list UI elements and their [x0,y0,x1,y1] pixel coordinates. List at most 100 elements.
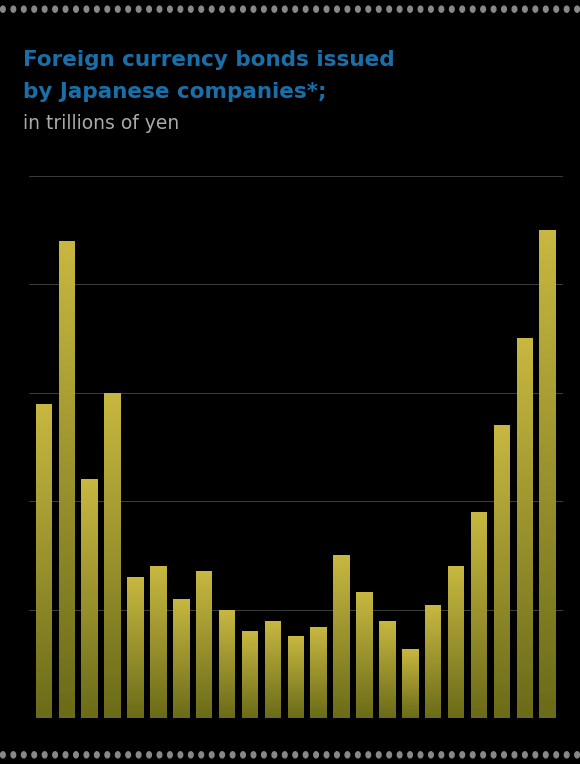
Bar [494,604,510,608]
Bar [539,413,556,419]
Bar [59,629,75,635]
Bar [127,690,144,691]
Bar [471,515,487,517]
Bar [104,649,121,653]
Bar [379,646,396,647]
Bar [104,665,121,669]
Bar [539,486,556,492]
Bar [494,469,510,473]
Bar [35,494,52,498]
Bar [196,659,212,661]
Bar [59,497,75,503]
Bar [494,565,510,568]
Bar [288,662,304,664]
Bar [494,623,510,626]
Bar [379,656,396,657]
Bar [494,561,510,565]
Bar [494,553,510,557]
Bar [356,677,373,679]
Bar [242,661,258,662]
Bar [334,582,350,584]
Bar [127,683,144,685]
Bar [35,486,52,490]
Bar [81,635,98,638]
Bar [334,663,350,665]
Bar [150,639,166,640]
Bar [334,690,350,691]
Bar [219,648,235,649]
Bar [310,676,327,677]
Bar [356,665,373,666]
Bar [173,671,190,672]
Bar [494,458,510,462]
Bar [242,717,258,718]
Bar [219,676,235,678]
Bar [242,651,258,652]
Bar [539,663,556,669]
Bar [494,568,510,571]
Bar [35,675,52,679]
Bar [539,645,556,651]
Bar [425,659,441,660]
Bar [242,705,258,706]
Bar [448,581,465,584]
Bar [264,623,281,624]
Bar [539,358,556,364]
Bar [356,660,373,662]
Bar [288,660,304,662]
Bar [539,407,556,413]
Bar [402,663,419,665]
Bar [471,659,487,662]
Bar [219,679,235,680]
Bar [448,699,465,701]
Bar [517,685,533,690]
Bar [59,581,75,587]
Bar [104,474,121,478]
Bar [173,696,190,698]
Bar [59,635,75,640]
Bar [517,600,533,604]
Bar [104,527,121,531]
Bar [150,652,166,654]
Bar [264,696,281,698]
Bar [127,688,144,690]
Bar [81,551,98,554]
Bar [310,665,327,667]
Bar [539,553,556,559]
Bar [242,643,258,644]
Bar [127,681,144,683]
Bar [448,598,465,601]
Bar [264,649,281,650]
Bar [81,599,98,602]
Bar [494,689,510,692]
Bar [35,628,52,632]
Bar [402,687,419,688]
Bar [150,568,166,570]
Bar [196,656,212,657]
Bar [402,688,419,690]
Bar [471,698,487,700]
Bar [81,596,98,599]
Bar [173,706,190,707]
Bar [310,697,327,698]
Bar [35,581,52,584]
Bar [494,681,510,685]
Bar [517,514,533,519]
Bar [471,703,487,705]
Bar [35,541,52,545]
Bar [35,639,52,643]
Bar [334,559,350,562]
Bar [334,696,350,698]
Bar [150,588,166,589]
Bar [334,691,350,694]
Bar [127,637,144,639]
Bar [356,620,373,622]
Bar [517,414,533,419]
Bar [81,494,98,497]
Bar [379,716,396,717]
Bar [104,507,121,510]
Bar [539,340,556,346]
Bar [264,702,281,704]
Bar [379,674,396,675]
Bar [59,563,75,569]
